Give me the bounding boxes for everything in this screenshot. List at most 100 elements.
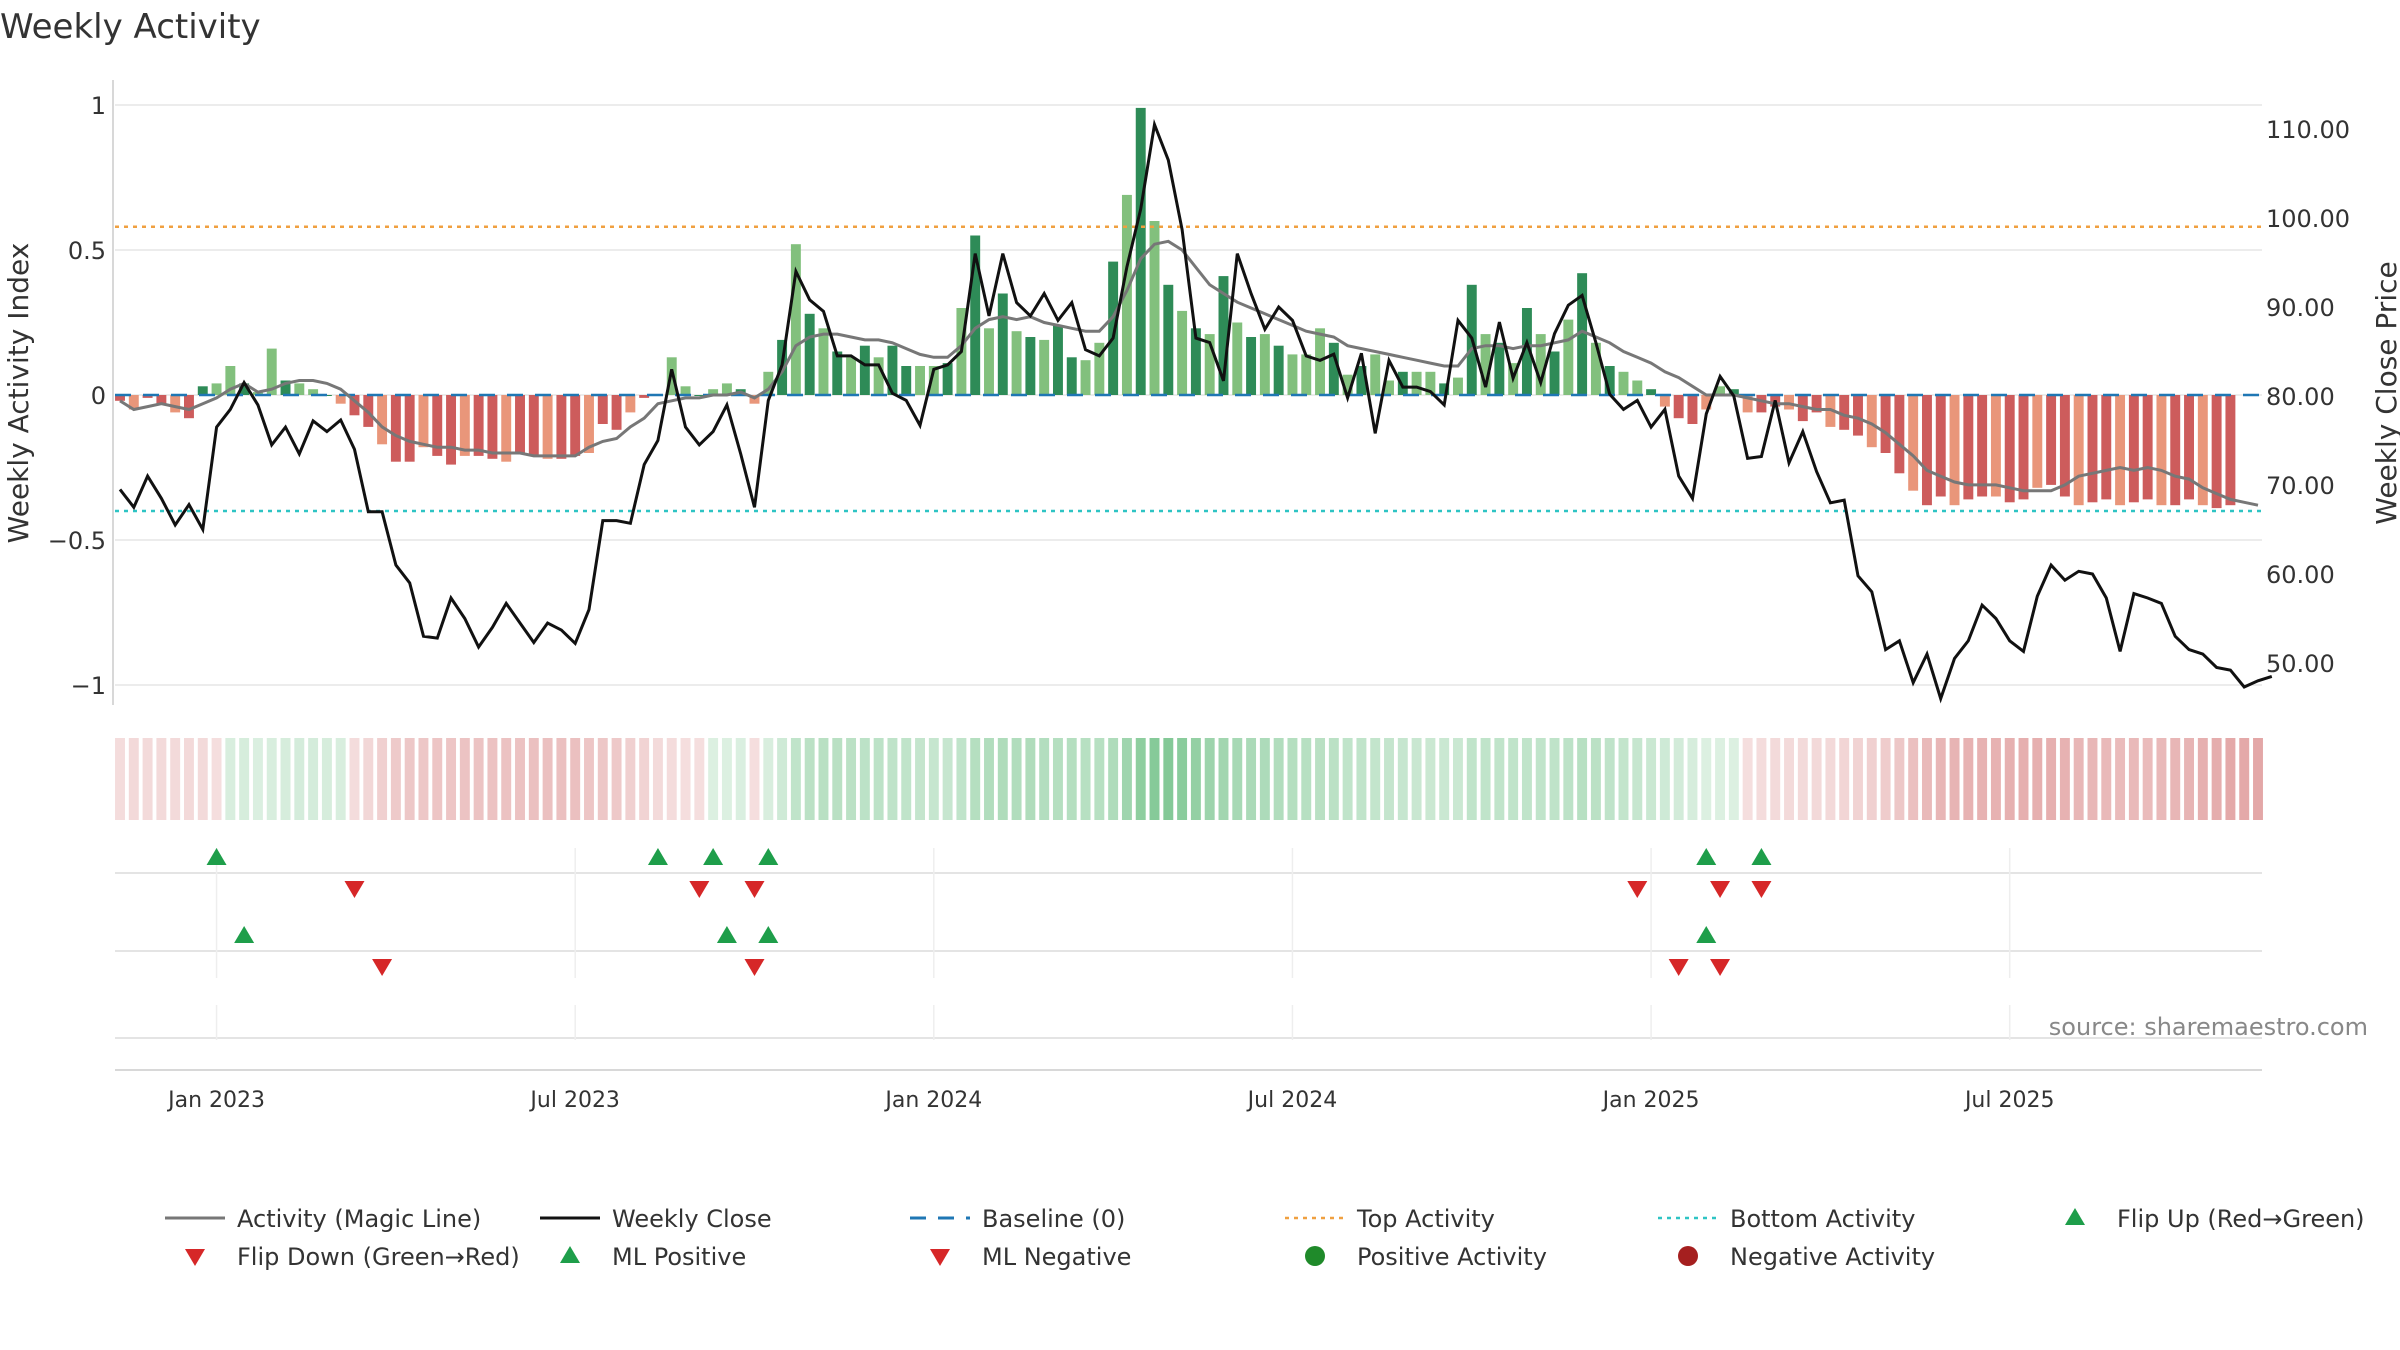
activity-bar [335,395,346,404]
activity-bar [377,395,388,445]
heat-cell [997,738,1008,820]
activity-bar [1701,395,1712,410]
heat-cell [2073,738,2084,820]
axes: 1 0.5 0 −0.5 −1 110.00 100.00 90.00 80.00 70.00 60… [48,80,2350,705]
heat-cell [1342,738,1353,820]
activity-bar [280,380,291,395]
heat-cell [2239,738,2250,820]
activity-bar [2197,395,2208,506]
heat-cell [970,738,981,820]
heat-cell [901,738,912,820]
heat-cell [239,738,250,820]
heat-cell [404,738,415,820]
flip-up-marker [758,848,779,865]
heat-cell [184,738,194,820]
heat-cell [501,738,512,820]
activity-bar [1190,328,1201,395]
activity-bar [818,328,829,395]
heat-cell [652,738,663,820]
heat-cell [2184,738,2194,820]
heat-cell [377,738,388,820]
heat-cell [2115,738,2126,820]
heat-cell [542,738,553,820]
activity-bar [197,386,208,395]
heat-cell [846,738,857,820]
heat-cell [1384,738,1394,820]
heat-cell [2018,738,2029,820]
activity-bar [1439,383,1450,395]
heat-cell [1604,738,1615,820]
flip-down-marker [689,881,710,898]
activity-bar [266,348,277,395]
heat-cell [1618,738,1629,820]
activity-bar [1204,334,1215,395]
heat-cell [280,738,291,820]
heat-cell [1908,738,1919,820]
activity-bar [1590,342,1601,395]
heat-cell [1204,738,1215,820]
heat-cell [1977,738,1988,820]
legend-swatch [1305,1246,1325,1266]
heat-cell [984,738,994,820]
activity-bar [1287,354,1298,395]
activity-bar [942,363,953,395]
y-tick-right: 70.00 [2266,472,2335,500]
activity-bar [859,345,870,395]
heat-cell [735,738,746,820]
heat-cell [1480,738,1491,820]
activity-bar [1397,371,1408,395]
heat-cell [2197,738,2208,820]
activity-bar [1384,380,1394,395]
heat-cell [2156,738,2167,820]
heat-cell [335,738,346,820]
heat-cell [197,738,208,820]
activity-bar [1108,261,1119,395]
heat-cell [1011,738,1022,820]
heat-cell [1246,738,1257,820]
heat-cell [1108,738,1119,820]
x-tick-label: Jul 2025 [1963,1088,2055,1113]
activity-heat-strip [115,738,2263,820]
heat-cell [1439,738,1450,820]
flip-down-marker [1710,881,1731,898]
activity-bar [1549,351,1560,395]
heat-cell [777,738,788,820]
heat-cell [1177,738,1188,820]
activity-bar [1728,389,1739,395]
heat-cell [1397,738,1408,820]
legend-label: ML Positive [612,1243,746,1271]
heat-cell [170,738,181,820]
flip-down-marker [344,881,365,898]
activity-bar [2032,395,2043,488]
heat-cell [625,738,636,820]
activity-bar [184,395,194,419]
activity-bar [128,395,139,410]
series-lines [118,118,2273,704]
activity-bar [2115,395,2126,506]
ml-positive-marker [758,926,779,943]
activity-bar [170,395,181,413]
activity-bar [1342,374,1353,395]
heat-cell [115,738,125,820]
heat-cell [1066,738,1077,820]
heat-cell [446,738,457,820]
y-axis-right-label: Weekly Close Price [2370,261,2400,524]
heat-cell [1894,738,1905,820]
heat-cell [1853,738,1863,820]
activity-bar [1370,354,1381,395]
heat-cell [1632,738,1643,820]
heat-cell [749,738,760,820]
heat-cell [1121,738,1132,820]
activity-bar [2087,395,2098,503]
activity-bar [446,395,457,465]
heat-cell [2225,738,2236,820]
activity-bar [1839,395,1850,430]
activity-bar [1963,395,1974,500]
heat-cell [1080,738,1091,820]
activity-bar [1935,395,1946,497]
activity-bar [459,395,470,456]
activity-bar [1577,273,1588,395]
heat-cell [597,738,608,820]
heat-cell [1880,738,1891,820]
